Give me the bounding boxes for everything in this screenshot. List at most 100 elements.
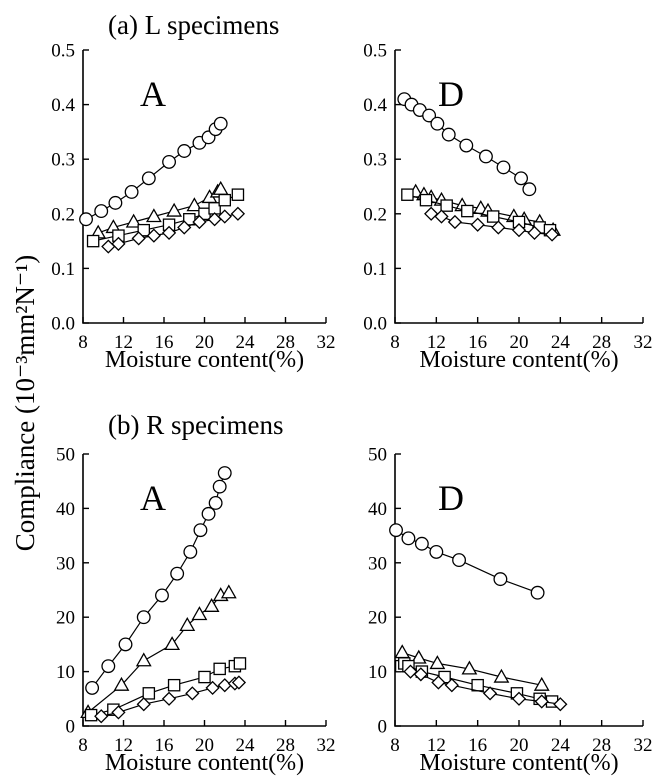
x-tick-label: 32 bbox=[634, 735, 653, 756]
triangle-marker bbox=[166, 202, 183, 217]
square-marker bbox=[218, 193, 231, 207]
x-tick-label: 28 bbox=[276, 735, 295, 756]
circle-marker bbox=[389, 523, 403, 538]
circle-marker bbox=[478, 149, 493, 164]
x-tick-label: 16 bbox=[468, 735, 487, 756]
square-marker bbox=[461, 204, 474, 218]
y-tick-label: 0.3 bbox=[363, 150, 387, 171]
diamond-marker bbox=[511, 223, 527, 238]
square-marker bbox=[198, 670, 211, 684]
diamond-marker bbox=[217, 678, 232, 693]
panel-letter: A bbox=[140, 478, 166, 518]
circle-marker bbox=[514, 171, 529, 186]
square-series bbox=[394, 657, 559, 708]
square-marker bbox=[440, 199, 453, 212]
diamond-marker bbox=[534, 694, 549, 709]
y-tick-label: 40 bbox=[368, 499, 387, 520]
x-tick-label: 16 bbox=[155, 735, 174, 756]
square-marker bbox=[419, 193, 433, 207]
x-tick-label: 12 bbox=[114, 735, 133, 756]
chart-panel-r-a: 0 10 20 30 40 50 8 12 16 20 24 28 32 Moisture content… bbox=[56, 445, 336, 777]
x-tick-label: 28 bbox=[276, 332, 295, 353]
y-tick-label: 0.5 bbox=[51, 41, 75, 62]
square-series bbox=[84, 657, 247, 722]
circle-marker bbox=[459, 138, 474, 153]
x-tick-label: 20 bbox=[195, 735, 214, 756]
diamond-marker bbox=[205, 680, 220, 696]
y-tick-label: 0.2 bbox=[51, 204, 75, 225]
x-tick-label: 8 bbox=[390, 735, 400, 756]
square-marker bbox=[213, 662, 226, 676]
diamond-marker bbox=[192, 214, 207, 230]
circle-marker bbox=[162, 154, 177, 169]
x-tick-label: 20 bbox=[510, 735, 529, 756]
circle-marker bbox=[183, 544, 198, 559]
square-marker bbox=[231, 188, 245, 201]
triangle-marker bbox=[493, 668, 510, 683]
circle-marker bbox=[108, 195, 123, 210]
x-tick-label: 12 bbox=[427, 735, 446, 756]
x-tick-label: 32 bbox=[317, 332, 336, 353]
circle-marker bbox=[430, 116, 445, 131]
x-tick-label: 12 bbox=[427, 332, 446, 353]
x-tick-label: 12 bbox=[114, 332, 133, 353]
y-tick-label: 50 bbox=[368, 445, 387, 466]
diamond-marker bbox=[101, 239, 116, 254]
circle-marker bbox=[496, 160, 511, 175]
diamond-marker bbox=[424, 206, 439, 221]
circle-marker bbox=[101, 659, 116, 674]
x-axis-label: Moisture content(%) bbox=[419, 347, 618, 373]
x-tick-label: 24 bbox=[551, 332, 571, 353]
x-tick-label: 8 bbox=[78, 332, 88, 353]
y-tick-label: 0 bbox=[378, 717, 388, 738]
x-tick-label: 8 bbox=[390, 332, 400, 353]
circle-marker bbox=[522, 182, 537, 197]
x-tick-label: 32 bbox=[317, 735, 336, 756]
square-marker bbox=[233, 657, 247, 670]
triangle-marker bbox=[429, 655, 446, 670]
x-tick-label: 20 bbox=[195, 332, 214, 353]
circle-marker bbox=[124, 185, 139, 199]
x-tick-label: 8 bbox=[78, 735, 88, 756]
triangle-marker bbox=[220, 584, 237, 599]
y-tick-label: 30 bbox=[368, 553, 387, 574]
triangle-marker bbox=[533, 676, 550, 691]
y-tick-label: 10 bbox=[56, 662, 75, 683]
y-tick-label: 0.4 bbox=[51, 95, 75, 116]
x-axis-label: Moisture content(%) bbox=[419, 750, 618, 776]
triangle-marker bbox=[164, 636, 181, 651]
circle-marker bbox=[401, 531, 416, 546]
x-tick-label: 24 bbox=[236, 735, 256, 756]
y-tick-label: 0.3 bbox=[51, 150, 75, 171]
diamond-marker bbox=[470, 217, 485, 232]
group-title-r-specimens: (b) R specimens bbox=[108, 410, 283, 440]
circle-marker bbox=[141, 171, 156, 186]
circle-series bbox=[389, 523, 545, 600]
circle-marker bbox=[208, 496, 223, 510]
circle-marker bbox=[170, 566, 185, 581]
diamond-marker bbox=[434, 209, 449, 224]
diamond-marker bbox=[177, 220, 192, 235]
diamond-series bbox=[101, 206, 246, 254]
diamond-marker bbox=[527, 225, 542, 241]
x-axis-label: Moisture content(%) bbox=[105, 750, 304, 776]
panel-letter: D bbox=[438, 478, 464, 518]
x-axis-label: Moisture content(%) bbox=[105, 347, 304, 373]
circle-marker bbox=[201, 506, 216, 521]
panel-letter: D bbox=[438, 74, 464, 114]
y-tick-label: 0.1 bbox=[363, 259, 387, 280]
square-series bbox=[86, 188, 245, 248]
diamond-marker bbox=[217, 209, 232, 224]
triangle-marker bbox=[145, 208, 162, 223]
square-marker bbox=[137, 223, 150, 237]
circle-marker bbox=[94, 204, 109, 219]
x-tick-label: 32 bbox=[634, 332, 653, 353]
square-marker bbox=[471, 678, 484, 692]
diamond-marker bbox=[161, 691, 177, 706]
triangle-marker bbox=[203, 598, 220, 612]
diamond-marker bbox=[185, 686, 200, 701]
diamond-marker bbox=[111, 705, 126, 720]
triangle-marker bbox=[113, 676, 130, 691]
circle-marker bbox=[429, 544, 444, 559]
square-marker bbox=[167, 678, 181, 692]
